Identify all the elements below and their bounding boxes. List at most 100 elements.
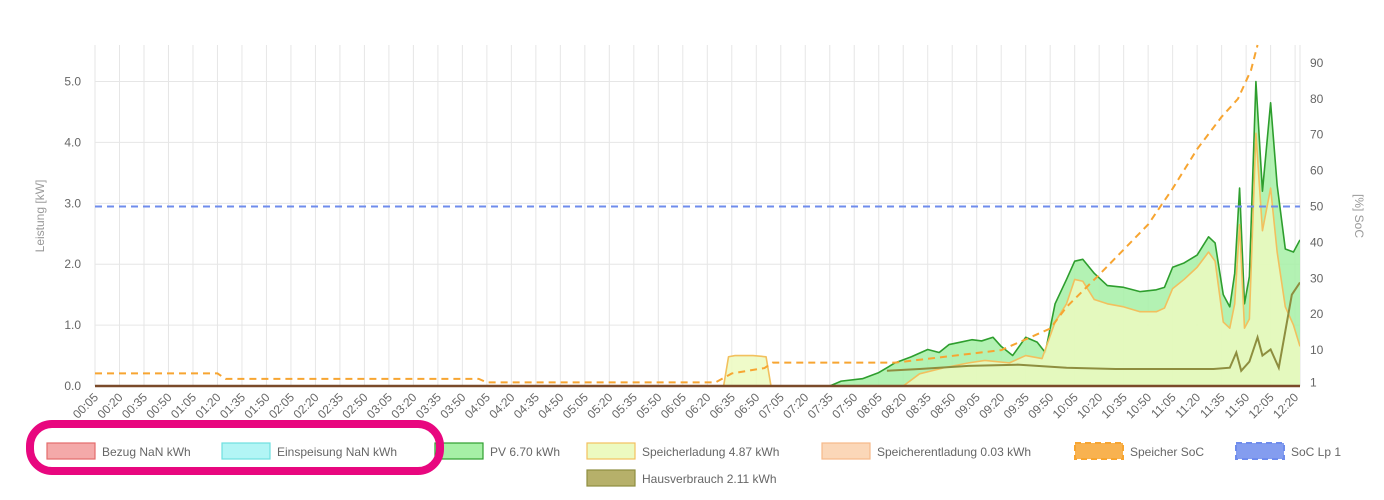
series-line-speicher-soc	[95, 44, 1259, 384]
x-tick-label: 02:50	[339, 390, 370, 421]
y-left-tick-label: 3.0	[64, 196, 81, 210]
x-tick-label: 09:05	[952, 390, 983, 421]
x-tick-label: 06:20	[682, 390, 713, 421]
legend-swatch	[1235, 442, 1285, 460]
y-right-tick-label: 80	[1310, 92, 1324, 106]
x-tick-label: 02:20	[290, 390, 321, 421]
x-tick-label: 11:05	[1148, 390, 1179, 421]
y-left-tick-label: 1.0	[64, 318, 81, 332]
x-tick-label: 08:35	[903, 390, 934, 421]
legend-item-speicherentladung-0-03-kwh[interactable]: Speicherentladung 0.03 kWh	[821, 442, 1031, 460]
x-tick-label: 03:20	[388, 390, 419, 421]
x-tick-label: 10:20	[1074, 390, 1105, 421]
x-tick-label: 00:50	[143, 390, 174, 421]
x-tick-label: 03:05	[364, 390, 395, 421]
y-axis-right: 1 10 20 30 40 50 60 70 80 90	[1310, 56, 1324, 389]
y-axis-left-title: Leistung [kW]	[33, 180, 47, 253]
x-tick-label: 04:35	[511, 390, 542, 421]
series-line-hausverbrauch	[886, 281, 1300, 373]
x-tick-label: 07:50	[829, 390, 860, 421]
x-tick-label: 04:20	[486, 390, 517, 421]
x-tick-label: 06:35	[707, 390, 738, 421]
x-tick-label: 01:05	[168, 390, 199, 421]
legend-swatch	[221, 442, 271, 460]
legend-swatch	[586, 469, 636, 487]
legend-label: Speicherentladung 0.03 kWh	[877, 445, 1031, 459]
x-tick-label: 03:50	[437, 390, 468, 421]
legend-swatch	[586, 442, 636, 460]
legend-label: PV 6.70 kWh	[490, 445, 560, 459]
x-tick-label: 07:35	[805, 390, 836, 421]
x-tick-label: 11:50	[1222, 390, 1253, 421]
y-right-tick-label: 1	[1310, 375, 1317, 389]
x-tick-label: 06:50	[731, 390, 762, 421]
x-tick-label: 08:50	[927, 390, 958, 421]
x-tick-label: 04:50	[535, 390, 566, 421]
x-tick-label: 12:20	[1270, 390, 1301, 421]
highlight-marker-stroke	[26, 420, 444, 475]
legend-item-soc-lp-1[interactable]: SoC Lp 1	[1235, 442, 1341, 460]
x-tick-label: 01:50	[241, 390, 272, 421]
x-tick-label: 02:05	[266, 390, 297, 421]
y-left-tick-label: 2.0	[64, 257, 81, 271]
x-tick-label: 11:20	[1173, 390, 1204, 421]
legend-swatch	[46, 442, 96, 460]
legend-label: Speicher SoC	[1130, 445, 1204, 459]
legend-label: Hausverbrauch 2.11 kWh	[642, 472, 777, 486]
x-tick-label: 00:35	[119, 390, 150, 421]
y-right-tick-label: 30	[1310, 271, 1324, 285]
series-line-pv-6-70-kwh	[95, 80, 1300, 387]
x-tick-label: 05:20	[584, 390, 615, 421]
x-tick-label: 00:05	[70, 390, 101, 421]
x-tick-label: 00:20	[94, 390, 125, 421]
legend-label: Bezug NaN kWh	[102, 445, 191, 459]
legend-item-hausverbrauch-2-11-kwh[interactable]: Hausverbrauch 2.11 kWh	[586, 469, 777, 487]
x-tick-label: 02:35	[315, 390, 346, 421]
series-area-speicherladung-4-87-kwh	[95, 133, 1300, 386]
x-axis: 00:0500:2000:3500:5001:0501:2001:3501:50…	[70, 390, 1301, 421]
legend-label: SoC Lp 1	[1291, 445, 1341, 459]
y-left-tick-label: 0.0	[64, 379, 81, 393]
legend-item-speicher-soc[interactable]: Speicher SoC	[1074, 442, 1204, 460]
y-right-tick-label: 20	[1310, 307, 1324, 321]
x-tick-label: 09:50	[1025, 390, 1056, 421]
y-axis-right-title: [%] SoC	[1352, 194, 1366, 238]
x-tick-label: 01:35	[217, 390, 248, 421]
y-right-tick-label: 70	[1310, 128, 1324, 142]
legend[interactable]: Bezug NaN kWh Einspeisung NaN kWh PV 6.70 …	[46, 442, 1341, 487]
legend-item-speicherladung-4-87-kwh[interactable]: Speicherladung 4.87 kWh	[586, 442, 779, 460]
x-tick-label: 06:05	[658, 390, 689, 421]
legend-item-einspeisung-nan-kwh[interactable]: Einspeisung NaN kWh	[221, 442, 397, 460]
x-tick-label: 01:20	[192, 390, 223, 421]
x-tick-label: 09:35	[1001, 390, 1032, 421]
x-tick-label: 03:35	[413, 390, 444, 421]
x-tick-label: 05:05	[560, 390, 591, 421]
x-tick-label: 05:50	[633, 390, 664, 421]
y-left-tick-label: 5.0	[64, 75, 81, 89]
y-right-tick-label: 90	[1310, 56, 1324, 70]
legend-item-pv-6-70-kwh[interactable]: PV 6.70 kWh	[434, 442, 560, 460]
x-tick-label: 05:35	[609, 390, 640, 421]
legend-swatch	[821, 442, 871, 460]
highlight-marker	[26, 420, 444, 475]
x-tick-label: 07:20	[780, 390, 811, 421]
x-tick-label: 08:20	[878, 390, 909, 421]
y-right-tick-label: 10	[1310, 343, 1324, 357]
y-right-tick-label: 50	[1310, 200, 1324, 214]
x-tick-label: 12:05	[1246, 390, 1277, 421]
legend-label: Speicherladung 4.87 kWh	[642, 445, 779, 459]
x-tick-label: 09:20	[976, 390, 1007, 421]
y-left-tick-label: 4.0	[64, 135, 81, 149]
legend-item-bezug-nan-kwh[interactable]: Bezug NaN kWh	[46, 442, 191, 460]
x-tick-label: 10:50	[1123, 390, 1154, 421]
x-tick-label: 07:05	[756, 390, 787, 421]
y-right-tick-label: 60	[1310, 164, 1324, 178]
plot-area	[95, 44, 1300, 388]
legend-swatch	[1074, 442, 1124, 460]
y-right-tick-label: 40	[1310, 235, 1324, 249]
legend-label: Einspeisung NaN kWh	[277, 445, 397, 459]
x-tick-label: 10:35	[1099, 390, 1130, 421]
x-tick-label: 08:05	[854, 390, 885, 421]
